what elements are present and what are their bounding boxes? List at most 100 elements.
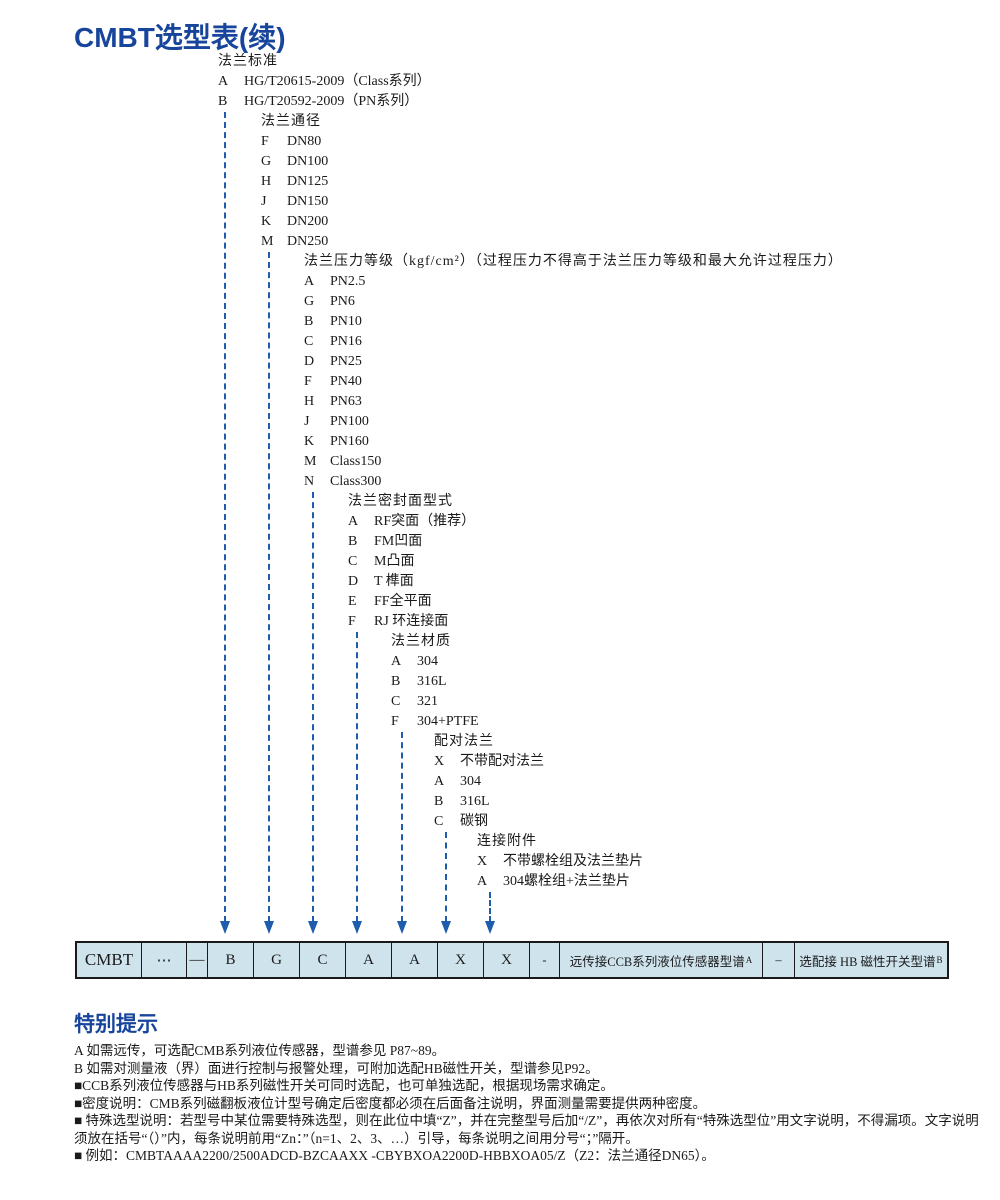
model-code-cell-text: X xyxy=(455,951,466,968)
tree-option-row: K PN160 xyxy=(304,432,369,452)
tree-option-row: B 316L xyxy=(391,672,447,692)
option-code: A xyxy=(348,514,359,529)
option-code: D xyxy=(348,574,359,589)
option-label: PN40 xyxy=(330,374,362,389)
model-code-cell-text: 选配接 HB 磁性开关型谱 xyxy=(799,954,936,969)
option-code: C xyxy=(304,334,314,349)
option-code: K xyxy=(304,434,315,449)
model-code-cell: X xyxy=(484,943,530,977)
option-label: RF突面（推荐） xyxy=(374,514,476,529)
tree-group-header: 法兰压力等级（kgf/cm²）（过程压力不得高于法兰压力等级和最大允许过程压力） xyxy=(304,252,843,272)
option-label: 碳钢 xyxy=(460,814,488,829)
option-code: G xyxy=(304,294,315,309)
option-code: A xyxy=(477,874,488,889)
model-code-cell-text: X xyxy=(501,951,512,968)
option-label: 304+PTFE xyxy=(417,714,479,729)
option-label: PN160 xyxy=(330,434,369,449)
option-code: A xyxy=(391,654,402,669)
tree-group-header: 法兰材质 xyxy=(391,632,451,652)
option-label: 不带螺栓组及法兰垫片 xyxy=(503,854,643,869)
option-code: C xyxy=(434,814,444,829)
option-label: Class300 xyxy=(330,474,382,489)
option-label: PN16 xyxy=(330,334,362,349)
model-code-cell-text: A xyxy=(409,951,420,968)
model-code-cell: B xyxy=(208,943,254,977)
tree-option-row: E FF全平面 xyxy=(348,592,432,612)
model-code-cell-text: G xyxy=(271,951,282,968)
tree-option-row: C 碳钢 xyxy=(434,812,488,832)
model-code-cell: G xyxy=(254,943,300,977)
tree-option-row: F DN80 xyxy=(261,132,321,152)
tree-option-row: M Class150 xyxy=(304,452,381,472)
model-code-cell: – xyxy=(763,943,795,977)
tree-option-row: A PN2.5 xyxy=(304,272,365,292)
option-code: J xyxy=(304,414,310,429)
arrow-down-icon xyxy=(264,921,274,934)
model-code-cell: A xyxy=(346,943,392,977)
tree-group-header-label: 法兰密封面型式 xyxy=(348,494,453,509)
tree-option-row: A HG/T20615-2009（Class系列） xyxy=(218,72,431,92)
option-code: A xyxy=(434,774,445,789)
connector-dashed-line xyxy=(224,112,226,922)
note-line: ■密度说明：CMB系列磁翻板液位计型号确定后密度都必须在后面备注说明，界面测量需… xyxy=(74,1095,707,1111)
tree-option-row: J PN100 xyxy=(304,412,369,432)
connector-dashed-line xyxy=(401,732,403,922)
note-line: ■CCB系列液位传感器与HB系列磁性开关可同时选配，也可单独选配，根据现场需求确… xyxy=(74,1078,614,1093)
model-code-cell-text: 远传接CCB系列液位传感器型谱 xyxy=(569,954,745,969)
model-code-cell: CMBT xyxy=(77,943,142,977)
page-title: CMBT选型表(续) xyxy=(74,22,286,53)
model-code-cell-text: B xyxy=(225,951,236,968)
tree-option-row: X 不带螺栓组及法兰垫片 xyxy=(477,852,643,872)
tree-option-row: J DN150 xyxy=(261,192,328,212)
tree-option-row: F RJ 环连接面 xyxy=(348,612,448,632)
tree-option-row: A 304 xyxy=(434,772,481,792)
option-code: B xyxy=(348,534,358,549)
option-code: M xyxy=(304,454,317,469)
model-code-cell: 远传接CCB系列液位传感器型谱 A xyxy=(560,943,763,977)
option-code: D xyxy=(304,354,315,369)
option-label: PN25 xyxy=(330,354,362,369)
option-label: 304 xyxy=(417,654,438,669)
tree-option-row: F PN40 xyxy=(304,372,362,392)
option-label: DN250 xyxy=(287,234,329,249)
tree-option-row: D T 榫面 xyxy=(348,572,414,592)
arrow-down-icon xyxy=(308,921,318,934)
model-code-cell-text: — xyxy=(189,951,205,968)
model-code-cell-text: A xyxy=(363,951,374,968)
tree-group-header: 连接附件 xyxy=(477,832,537,852)
tree-option-row: A 304 xyxy=(391,652,438,672)
option-label: 316L xyxy=(417,674,447,689)
model-code-cell: — xyxy=(187,943,208,977)
option-label: RJ 环连接面 xyxy=(374,614,449,629)
tree-option-row: A 304螺栓组+法兰垫片 xyxy=(477,872,630,892)
arrow-down-icon xyxy=(352,921,362,934)
model-code-cell: A xyxy=(392,943,438,977)
option-label: DN125 xyxy=(287,174,329,189)
notes-body: A 如需远传，可选配CMB系列液位传感器，型谱参见 P87~89。 B 如需对测量… xyxy=(74,1042,986,1165)
model-code-cell: X xyxy=(438,943,484,977)
model-code-cell: C xyxy=(300,943,346,977)
option-code: M xyxy=(261,234,274,249)
option-label: 304螺栓组+法兰垫片 xyxy=(503,874,630,889)
option-code: H xyxy=(261,174,272,189)
note-line: ■ 特殊选型说明：若型号中某位需要特殊选型，则在此位中填“Z”，并在完整型号后加… xyxy=(74,1113,979,1146)
option-code: F xyxy=(261,134,269,149)
tree-option-row: G PN6 xyxy=(304,292,355,312)
option-code: J xyxy=(261,194,267,209)
option-label: DN80 xyxy=(287,134,322,149)
tree-option-row: X 不带配对法兰 xyxy=(434,752,544,772)
tree-option-row: B HG/T20592-2009（PN系列） xyxy=(218,92,418,112)
model-code-table: CMBT ⋯ — B G C A A X X - 远传接CCB系列液位传感器型谱 A – 选配接 HB 磁性… xyxy=(75,941,949,979)
option-code: N xyxy=(304,474,315,489)
tree-group-header-label: 法兰材质 xyxy=(391,634,451,649)
model-code-cell: - xyxy=(530,943,560,977)
tree-option-row: G DN100 xyxy=(261,152,328,172)
arrow-down-icon xyxy=(397,921,407,934)
tree-group-header-label: 法兰压力等级（kgf/cm²）（过程压力不得高于法兰压力等级和最大允许过程压力） xyxy=(304,254,843,269)
tree-option-row: C PN16 xyxy=(304,332,362,352)
note-line: A 如需远传，可选配CMB系列液位传感器，型谱参见 P87~89。 xyxy=(74,1043,446,1058)
model-code-cell: ⋯ xyxy=(142,943,187,977)
arrow-down-icon xyxy=(220,921,230,934)
option-code: E xyxy=(348,594,357,609)
